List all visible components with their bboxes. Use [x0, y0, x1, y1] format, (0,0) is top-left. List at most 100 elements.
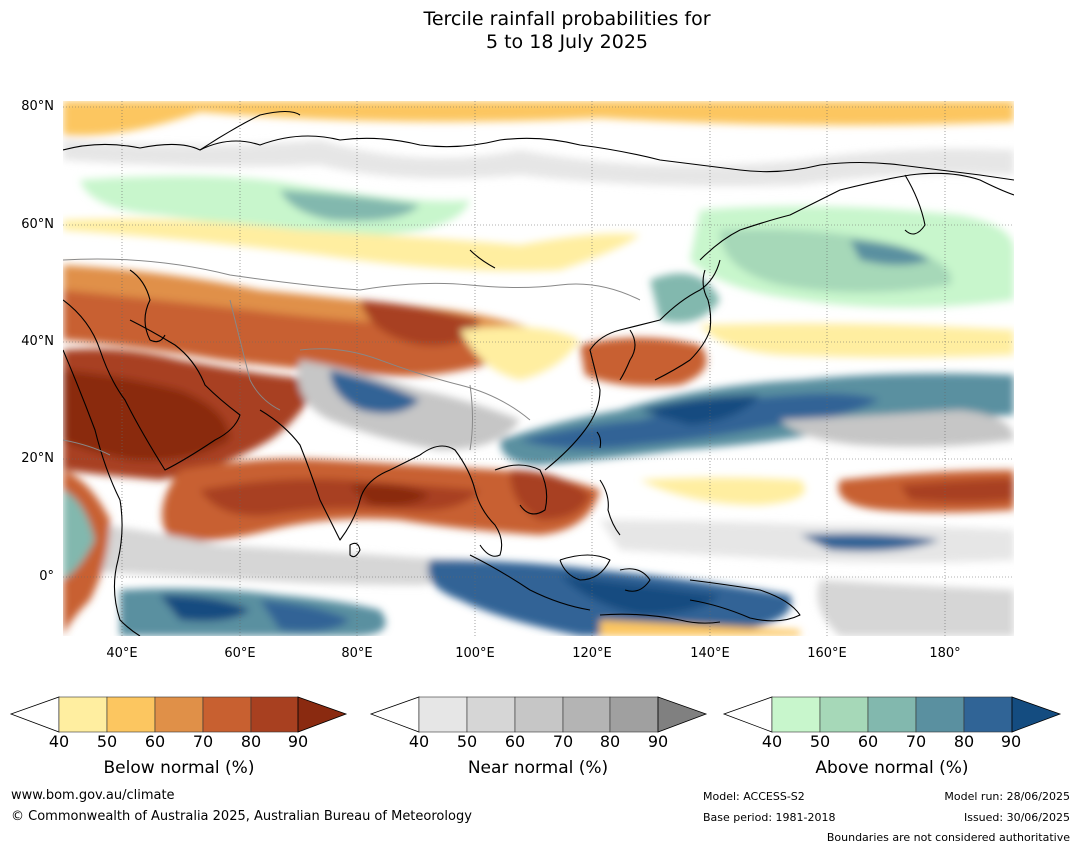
field-tibet-above: [330, 370, 420, 414]
field-indianocean-above-extreme: [160, 595, 250, 622]
coastlines: [63, 110, 1014, 636]
lon-label-120e: 120°E: [572, 646, 612, 661]
field-eurasia-below-light: [63, 218, 640, 271]
map-title: Tercile rainfall probabilities for 5 to …: [0, 8, 1081, 54]
field-korea-japan-below: [580, 337, 707, 387]
cbar-near-seg-80: [609, 696, 659, 733]
field-pacific-north-below-light: [700, 323, 1014, 358]
cbar-above-title: Above normal (%): [815, 758, 969, 778]
cbar-above-seg-40: [771, 696, 821, 733]
colorbar-below: [9, 696, 348, 733]
lat-label-60n: 60°N: [21, 217, 54, 232]
cbar-near-tick: 90: [647, 732, 669, 751]
field-indianocean-above-strong: [260, 600, 350, 632]
field-fareast-above-strong: [850, 240, 930, 265]
cbar-above-tick: 50: [809, 732, 831, 751]
field-wpac-below-light: [640, 477, 805, 505]
website-link[interactable]: www.bom.gov.au/climate: [11, 788, 175, 803]
cbar-below-tick: 80: [240, 732, 262, 751]
lon-label-40e: 40°E: [106, 646, 138, 661]
cbar-above-tick: 80: [953, 732, 975, 751]
cbar-near-tick: 80: [599, 732, 621, 751]
colorbar-above: [722, 696, 1062, 733]
cbar-above-seg-70: [915, 696, 965, 733]
gridlines: [63, 101, 1014, 636]
cbar-near-seg-70: [562, 696, 611, 733]
lat-label-20n: 20°N: [21, 451, 54, 466]
cbar-near-title: Near normal (%): [467, 758, 609, 778]
cbar-below-max-arrow: [297, 696, 348, 733]
map-area: [63, 101, 1014, 636]
field-fareast-above-mid: [720, 229, 952, 293]
model-run-text: Model run: 28/06/2025: [944, 790, 1070, 803]
cbar-near-tick: 70: [552, 732, 574, 751]
cbar-above-seg-80: [963, 696, 1013, 733]
field-arabia-below-extreme: [63, 370, 230, 461]
field-equatorial-near: [63, 520, 480, 585]
cbar-below-seg-40: [58, 696, 108, 733]
title-line-1: Tercile rainfall probabilities for: [423, 8, 711, 30]
field-pacific-above-extreme: [640, 395, 760, 425]
cbar-above-seg-60: [867, 696, 917, 733]
cbar-near-seg-40: [418, 696, 468, 733]
cbar-below-tick: 90: [287, 732, 309, 751]
cbar-near-seg-60: [514, 696, 564, 733]
cbar-below-seg-70: [202, 696, 252, 733]
cbar-near-max-arrow: [657, 696, 708, 733]
cbar-below-min-arrow: [9, 696, 60, 733]
field-manchuria-above: [650, 273, 720, 323]
cbar-below-tick: 40: [48, 732, 70, 751]
cbar-above-tick: 60: [857, 732, 879, 751]
cbar-near-min-arrow: [369, 696, 420, 733]
cbar-above-tick: 90: [1000, 732, 1022, 751]
field-arctic-below: [63, 101, 1014, 136]
field-equatorial-pacific-above: [800, 533, 940, 552]
disclaimer-text: Boundaries are not considered authoritat…: [826, 831, 1070, 844]
cbar-above-min-arrow: [722, 696, 773, 733]
lon-label-80e: 80°E: [341, 646, 373, 661]
field-centralasia-below-strong: [63, 290, 500, 376]
lat-label-80n: 80°N: [21, 99, 54, 114]
colorbar-near: [369, 696, 708, 733]
model-text: Model: ACCESS-S2: [703, 790, 805, 803]
cbar-near-tick: 60: [504, 732, 526, 751]
field-south-pacific-near: [817, 580, 1014, 636]
lon-label-140e: 140°E: [690, 646, 730, 661]
copyright-text: © Commonwealth of Australia 2025, Austra…: [11, 809, 472, 824]
cbar-below-tick: 50: [96, 732, 118, 751]
cbar-below-tick: 60: [144, 732, 166, 751]
cbar-below-seg-50: [106, 696, 156, 733]
field-maritime-above-extreme: [560, 575, 720, 615]
cbar-near-tick: 50: [456, 732, 478, 751]
field-scs-below: [510, 470, 590, 520]
field-eastafrica-above: [63, 490, 95, 580]
field-russia-near: [63, 140, 1014, 187]
cbar-near-tick: 40: [408, 732, 430, 751]
cbar-below-seg-80: [250, 696, 299, 733]
lon-label-60e: 60°E: [224, 646, 256, 661]
cbar-above-seg-50: [819, 696, 869, 733]
cbar-below-seg-60: [154, 696, 204, 733]
lon-label-100e: 100°E: [455, 646, 495, 661]
field-pacific-tropical-below-strong: [900, 478, 1014, 503]
field-pacific-near: [780, 410, 1014, 447]
cbar-above-tick: 70: [905, 732, 927, 751]
field-china-below-light: [460, 326, 580, 380]
base-period-text: Base period: 1981-2018: [703, 811, 836, 824]
cbar-below-title: Below normal (%): [103, 758, 255, 778]
issued-text: Issued: 30/06/2025: [963, 811, 1070, 824]
cbar-above-tick: 40: [761, 732, 783, 751]
country-boundaries: [63, 258, 641, 456]
lon-label-160e: 160°E: [807, 646, 847, 661]
lon-label-180: 180°: [929, 646, 961, 661]
title-line-2: 5 to 18 July 2025: [485, 31, 649, 53]
cbar-near-seg-50: [466, 696, 516, 733]
field-himalaya-below: [360, 300, 480, 346]
cbar-below-tick: 70: [192, 732, 214, 751]
lat-label-0: 0°: [39, 569, 54, 584]
field-equatorial-pacific-near: [600, 520, 1014, 563]
field-bengal-below-extreme: [350, 483, 430, 507]
field-siberia-above-strong: [280, 190, 420, 221]
cbar-above-max-arrow: [1011, 696, 1062, 733]
